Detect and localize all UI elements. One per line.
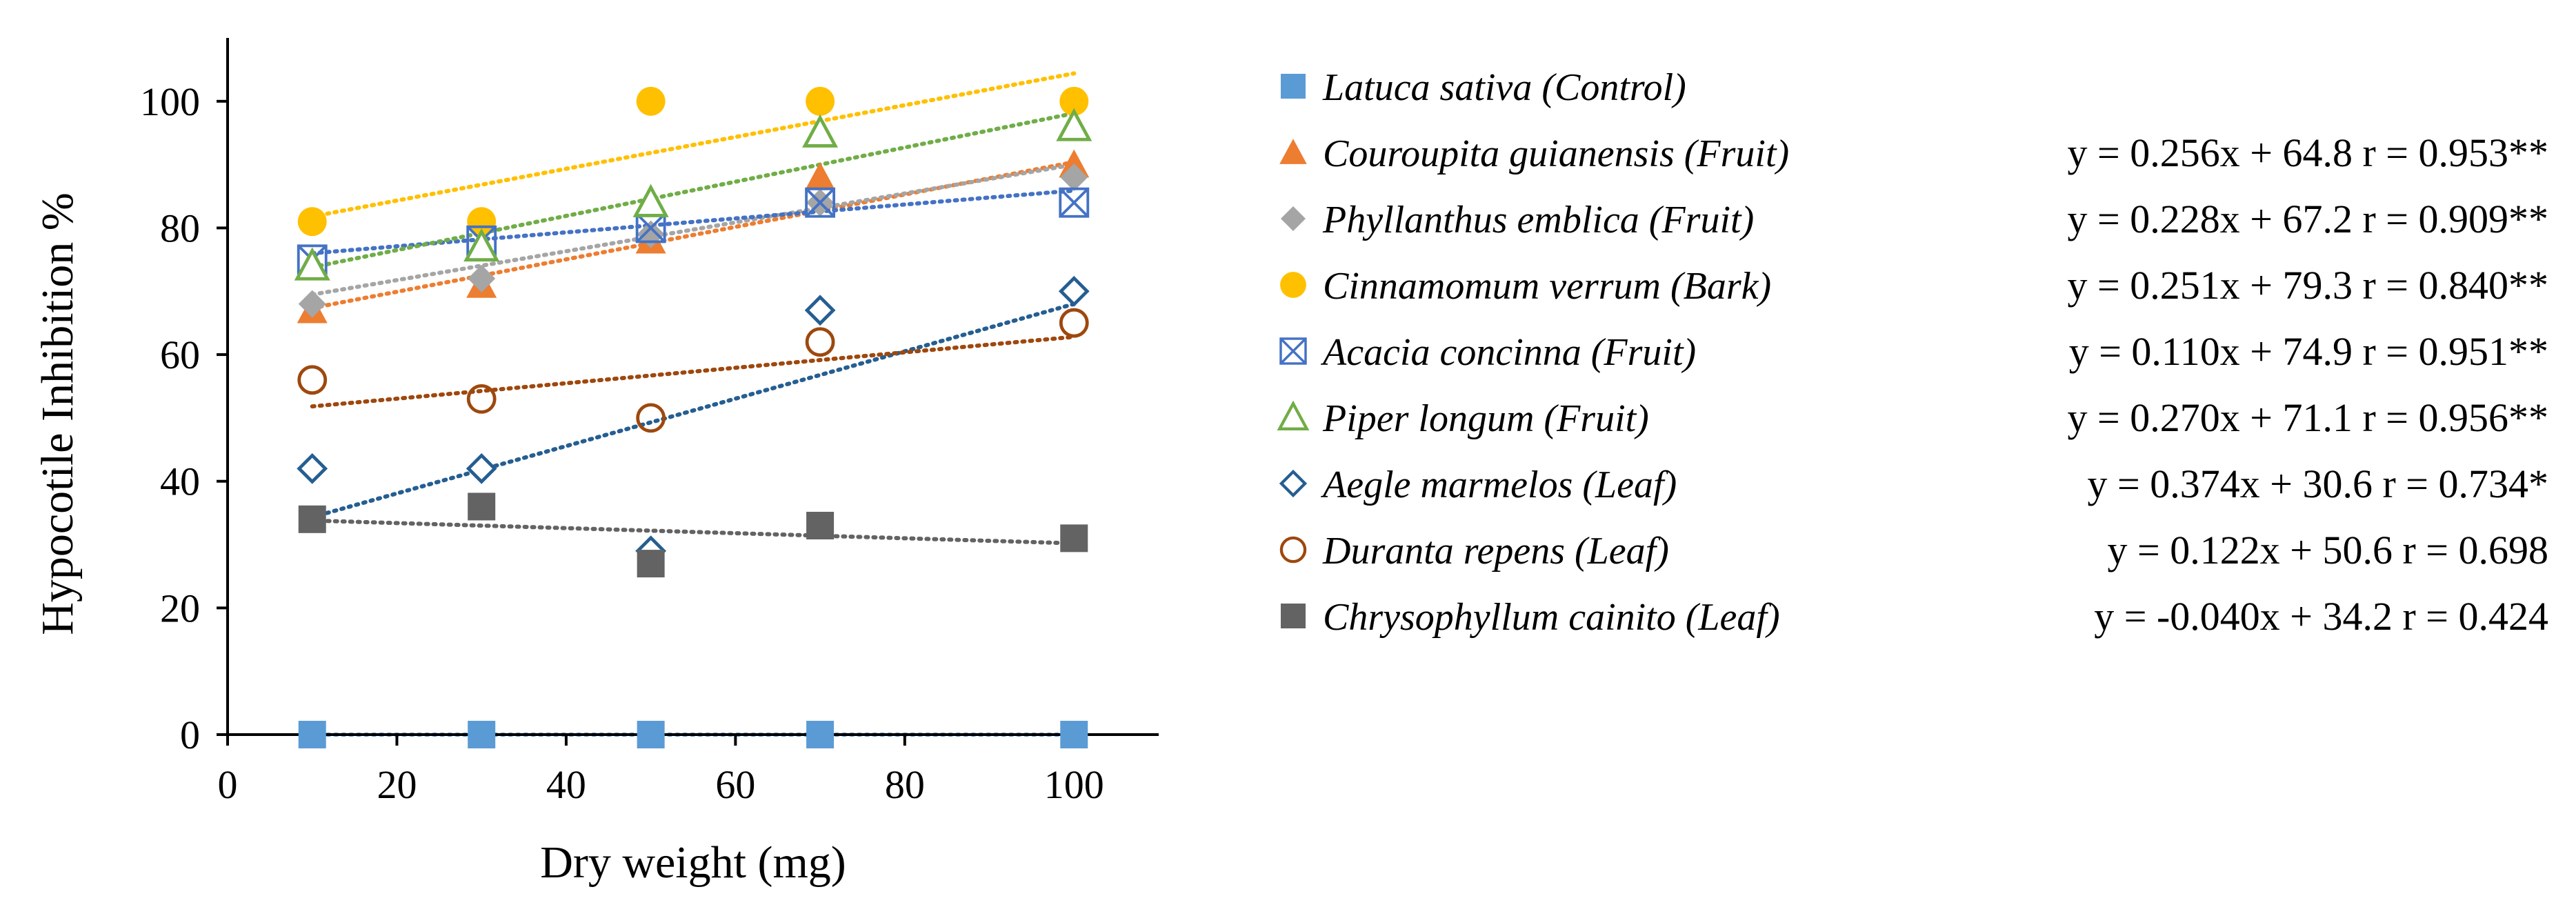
data-point-series-4 — [805, 187, 836, 218]
legend-label-series-2: Phyllanthus emblica (Fruit) — [1322, 199, 1754, 241]
regression-equation-series-7: y = 0.122x + 50.6 r = 0.698 — [2108, 528, 2548, 572]
legend-label-series-8: Chrysophyllum cainito (Leaf) — [1323, 596, 1780, 639]
legend-marker-series-1 — [1279, 139, 1307, 164]
legend: Latuca sativa (Control) Couroupita guiane… — [1277, 66, 2548, 639]
data-point-series-0 — [298, 721, 326, 748]
legend-marker-series-7 — [1279, 536, 1307, 564]
data-point-series-8 — [806, 512, 835, 539]
data-point-series-3 — [636, 86, 666, 116]
data-point-series-6 — [297, 452, 328, 484]
legend-marker-series-6 — [1279, 469, 1308, 498]
data-point-series-7 — [636, 403, 666, 433]
data-point-series-6 — [804, 295, 836, 326]
data-point-series-7 — [466, 384, 497, 414]
data-point-series-3 — [467, 207, 497, 237]
legend-marker-series-4 — [1279, 337, 1307, 365]
x-tick-label: 0 — [218, 762, 238, 807]
y-axis-label: Hypocotile Inhibition % — [32, 192, 83, 635]
x-axis-label: Dry weight (mg) — [540, 837, 846, 888]
data-point-series-5 — [632, 183, 669, 217]
data-point-series-8 — [298, 505, 326, 533]
data-point-series-5 — [802, 114, 839, 148]
regression-equation-series-6: y = 0.374x + 30.6 r = 0.734* — [2088, 461, 2548, 506]
data-point-series-3 — [297, 207, 327, 237]
data-point-series-8 — [1060, 524, 1088, 552]
trendline-series-1 — [310, 159, 1077, 310]
axis-ticks: 0 20 40 60 80 100 0 20 40 60 80 100 — [140, 79, 1104, 807]
trendline-series-8 — [310, 518, 1077, 546]
legend-label-series-7: Duranta repens (Leaf) — [1322, 530, 1669, 572]
legend-label-series-1: Couroupita guianensis (Fruit) — [1323, 132, 1789, 175]
y-tick-label: 80 — [160, 206, 200, 250]
regression-equation-series-2: y = 0.228x + 67.2 r = 0.909** — [2068, 197, 2548, 241]
x-tick-label: 20 — [377, 762, 417, 807]
legend-label-series-4: Acacia concinna (Fruit) — [1320, 331, 1696, 374]
trendline-series-2 — [310, 162, 1077, 297]
data-point-series-3 — [806, 86, 835, 116]
regression-equation-series-8: y = -0.040x + 34.2 r = 0.424 — [2094, 594, 2548, 639]
trendline-series-3 — [310, 71, 1077, 219]
data-point-series-1 — [1059, 149, 1090, 178]
data-point-series-3 — [1059, 86, 1089, 116]
data-point-series-0 — [637, 721, 665, 748]
y-tick-label: 100 — [140, 79, 200, 124]
legend-marker-series-8 — [1281, 604, 1306, 628]
data-point-series-2 — [468, 264, 496, 292]
data-point-series-5 — [1056, 108, 1092, 141]
data-point-series-5 — [294, 247, 330, 281]
trendline-series-5 — [310, 111, 1077, 270]
x-tick-label: 40 — [546, 762, 586, 807]
legend-label-series-5: Piper longum (Fruit) — [1322, 397, 1649, 440]
trendline-layer — [310, 71, 1077, 737]
regression-equation-series-1: y = 0.256x + 64.8 r = 0.953** — [2068, 130, 2548, 175]
data-point-series-7 — [805, 327, 835, 357]
data-point-series-2 — [1060, 163, 1088, 191]
x-tick-label: 60 — [715, 762, 755, 807]
y-tick-label: 60 — [160, 332, 200, 377]
y-tick-label: 20 — [160, 586, 200, 630]
data-point-series-8 — [468, 492, 496, 521]
data-point-series-8 — [637, 550, 665, 578]
legend-label-series-0: Latuca sativa (Control) — [1322, 66, 1686, 109]
legend-label-series-6: Aegle marmelos (Leaf) — [1320, 464, 1677, 506]
data-point-series-0 — [468, 721, 496, 748]
trendline-series-6 — [310, 301, 1077, 519]
legend-marker-series-2 — [1281, 206, 1306, 231]
legend-marker-series-5 — [1277, 400, 1310, 430]
data-point-series-6 — [466, 452, 497, 484]
regression-equation-series-4: y = 0.110x + 74.9 r = 0.951** — [2069, 329, 2548, 374]
regression-equation-series-3: y = 0.251x + 79.3 r = 0.840** — [2068, 263, 2548, 308]
data-point-series-5 — [463, 228, 500, 262]
y-tick-label: 40 — [160, 459, 200, 504]
data-point-series-0 — [806, 721, 835, 748]
data-point-series-1 — [805, 162, 836, 190]
legend-marker-series-0 — [1281, 74, 1306, 99]
axes — [226, 38, 1159, 736]
data-point-series-4 — [1059, 187, 1090, 218]
trendline-series-7 — [310, 335, 1077, 409]
data-point-series-0 — [1060, 721, 1088, 748]
legend-label-series-3: Cinnamomum verrum (Bark) — [1323, 265, 1771, 308]
legend-marker-series-3 — [1280, 272, 1306, 298]
data-points-layer — [294, 86, 1092, 748]
data-point-series-7 — [297, 365, 328, 395]
data-point-series-6 — [1058, 275, 1090, 307]
data-point-series-7 — [1059, 308, 1089, 338]
data-point-series-2 — [298, 290, 326, 318]
y-tick-label: 0 — [180, 713, 200, 757]
x-tick-label: 80 — [885, 762, 925, 807]
regression-equation-series-5: y = 0.270x + 71.1 r = 0.956** — [2068, 395, 2548, 440]
x-tick-label: 100 — [1044, 762, 1104, 807]
